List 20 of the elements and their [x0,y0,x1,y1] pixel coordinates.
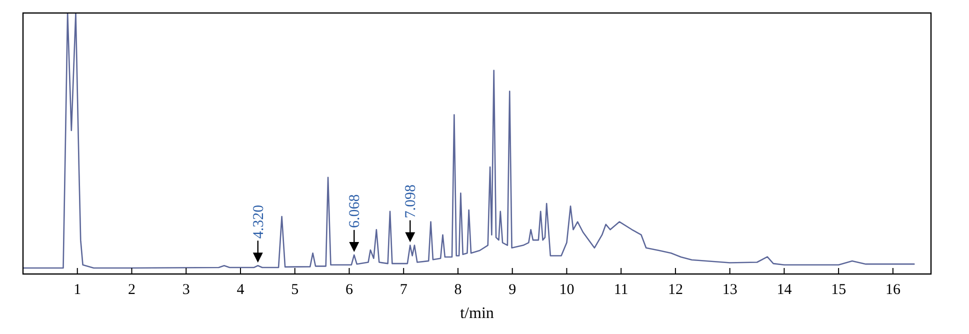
x-tick-label: 9 [508,282,516,298]
annotation: 4.320 [250,204,267,239]
x-tick-label: 7 [400,282,408,298]
x-tick-label: 8 [454,282,462,298]
x-tick-label: 10 [559,282,574,298]
x-tick-label: 2 [128,282,136,298]
x-axis-title: t/min [460,305,494,322]
x-tick-label: 12 [668,282,683,298]
annotation: 7.098 [403,184,420,218]
x-tick-label: 11 [614,282,628,298]
x-tick-label: 16 [885,282,901,298]
x-tick-label: 5 [291,282,299,298]
x-tick-label: 1 [74,282,82,298]
x-tick-label: 4 [236,282,245,298]
annotation: 6.068 [347,194,364,228]
x-tick-label: 3 [182,282,190,298]
x-tick-label: 15 [831,282,846,298]
x-tick-label: 13 [722,282,738,298]
x-tick-label: 14 [776,282,792,298]
x-tick-label: 6 [345,282,354,298]
